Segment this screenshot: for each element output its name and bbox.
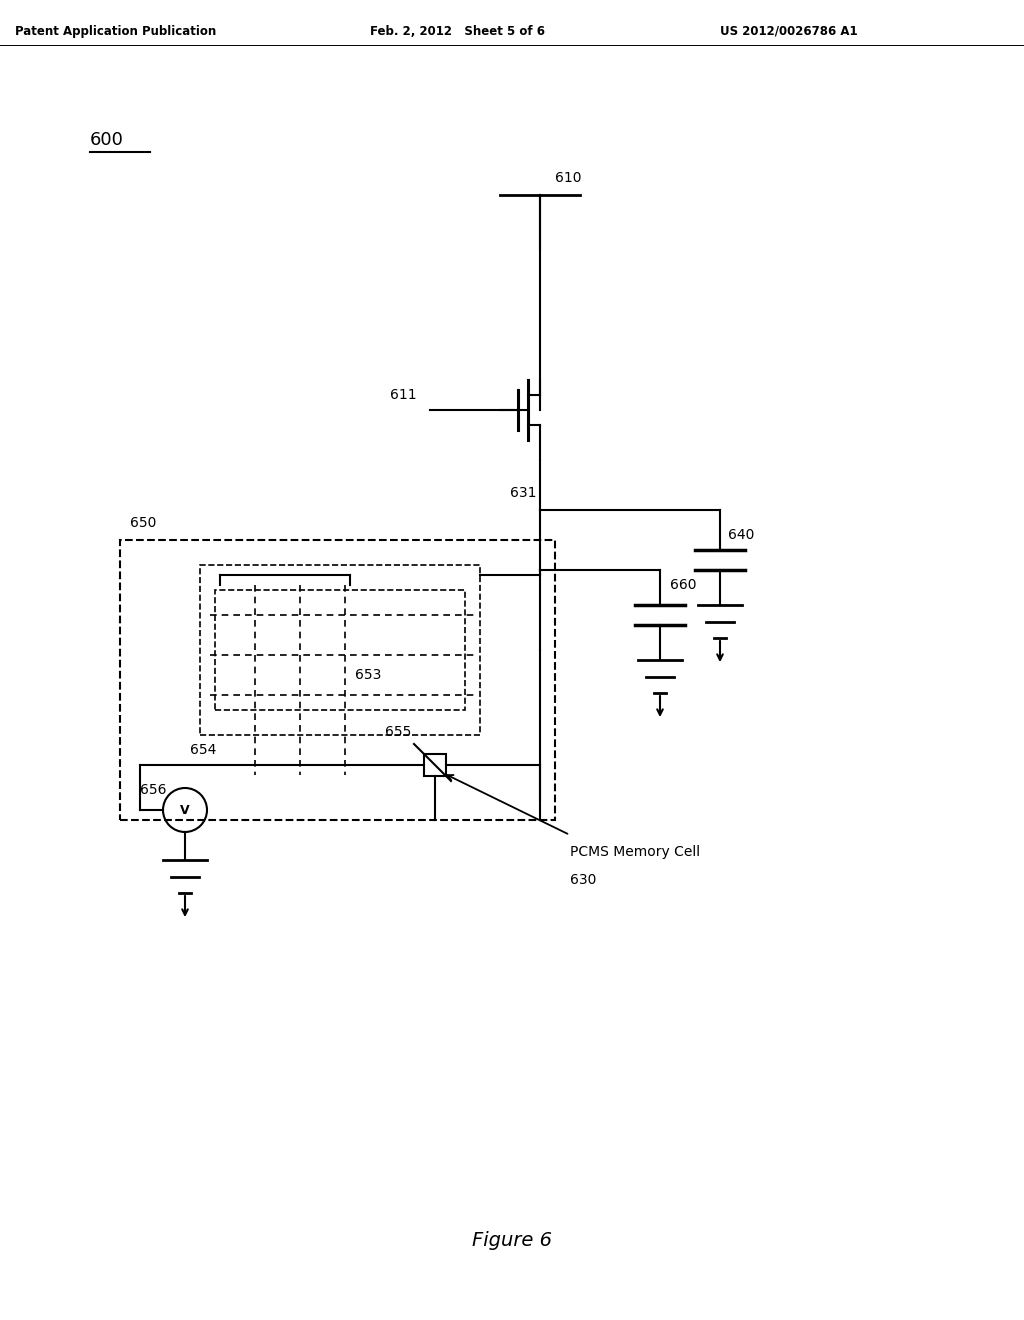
Text: Figure 6: Figure 6	[472, 1230, 552, 1250]
Text: 610: 610	[555, 172, 582, 185]
Text: 631: 631	[510, 486, 537, 500]
Text: 655: 655	[385, 725, 412, 739]
Text: 630: 630	[570, 873, 596, 887]
Text: US 2012/0026786 A1: US 2012/0026786 A1	[720, 25, 858, 38]
Text: 660: 660	[670, 578, 696, 591]
Text: 656: 656	[140, 783, 167, 797]
Text: 650: 650	[130, 516, 157, 531]
Text: PCMS Memory Cell: PCMS Memory Cell	[570, 845, 700, 859]
Text: 654: 654	[190, 743, 216, 756]
Text: Patent Application Publication: Patent Application Publication	[15, 25, 216, 38]
Text: 653: 653	[355, 668, 381, 682]
FancyBboxPatch shape	[424, 754, 446, 776]
Text: 611: 611	[390, 388, 417, 403]
Text: 600: 600	[90, 131, 124, 149]
Text: V: V	[180, 804, 189, 817]
Text: 640: 640	[728, 528, 755, 543]
Text: Feb. 2, 2012   Sheet 5 of 6: Feb. 2, 2012 Sheet 5 of 6	[370, 25, 545, 38]
